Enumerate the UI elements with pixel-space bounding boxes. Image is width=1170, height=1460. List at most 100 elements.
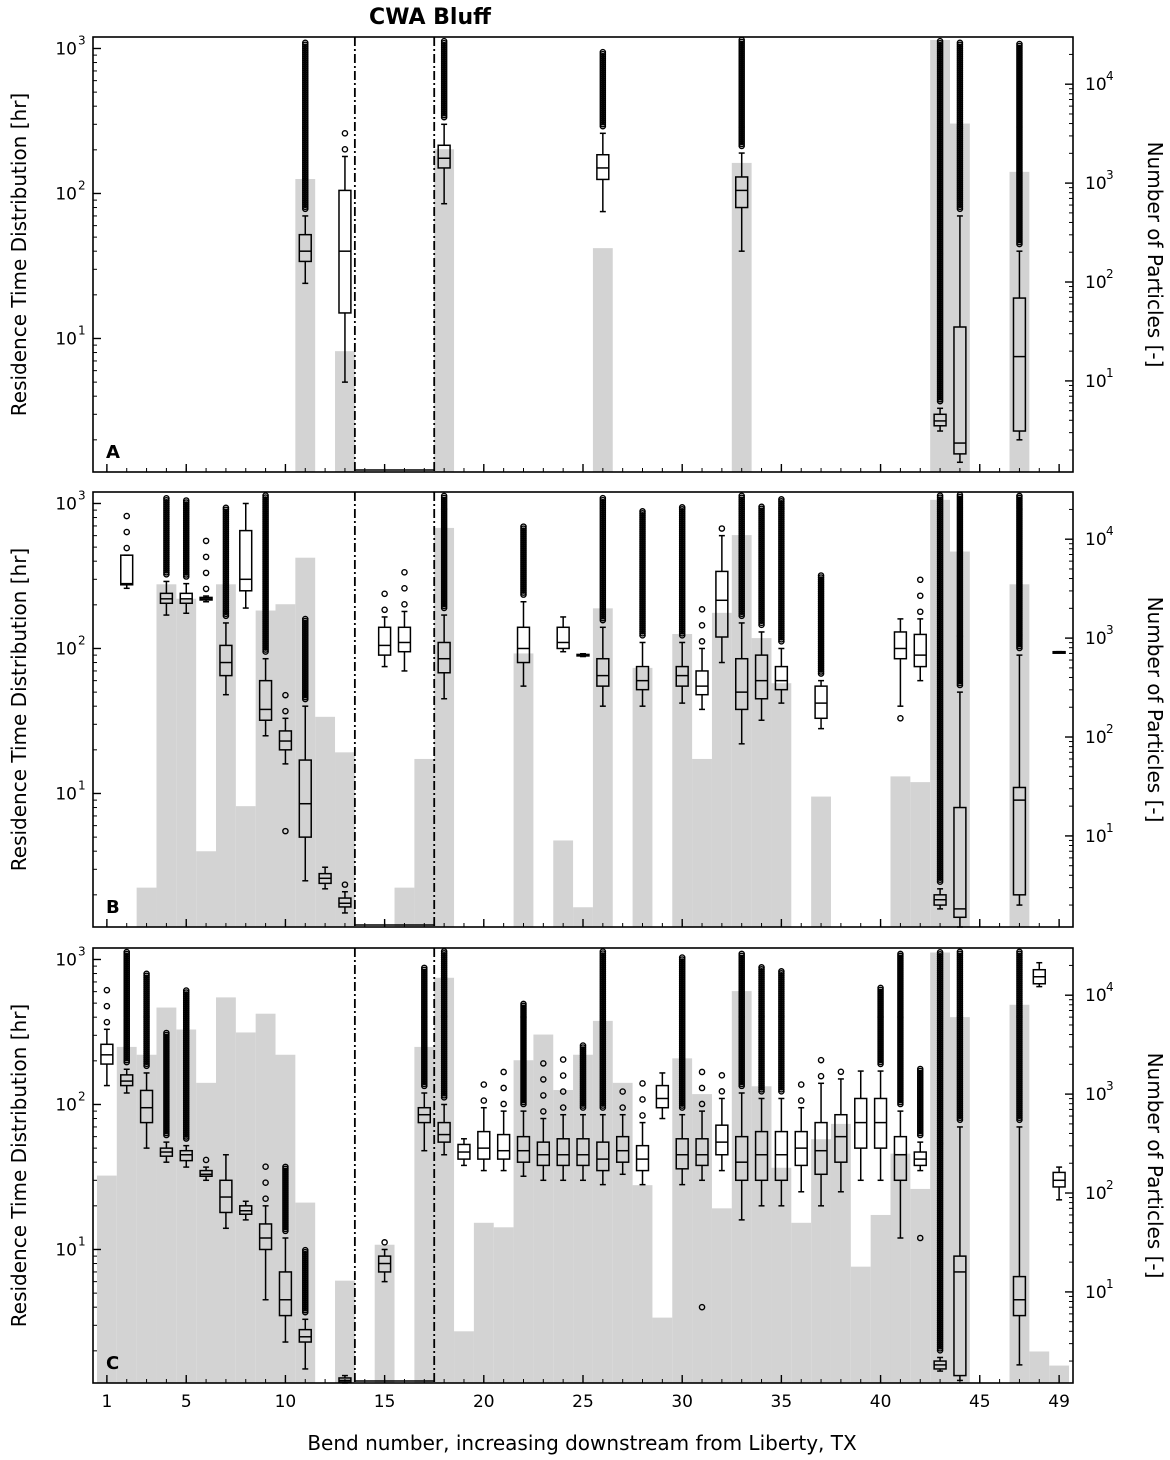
y-tick-exponent-left: 3 — [78, 33, 86, 47]
boxplot — [715, 1072, 729, 1172]
boxplot — [239, 502, 253, 609]
particle-count-bar — [751, 638, 772, 927]
iqr-box — [278, 1271, 293, 1317]
y-tick-exponent-right: 3 — [1106, 168, 1114, 182]
outlier-point — [500, 1068, 507, 1076]
outlier-point — [262, 492, 269, 499]
y-tick-exponent-right: 4 — [1106, 524, 1114, 538]
y-tick-label-right: 10 — [1085, 986, 1107, 1006]
x-tick-label: 40 — [870, 1392, 892, 1412]
boxplot — [1052, 650, 1066, 654]
iqr-box — [496, 1133, 511, 1160]
boxplot — [199, 537, 213, 603]
y-axis-label-left: Residence Time Distribution [hr] — [7, 1004, 31, 1327]
outlier-point — [639, 508, 646, 515]
iqr-box — [913, 633, 927, 668]
boxplot — [814, 572, 828, 730]
particle-count-bar — [553, 840, 574, 927]
iqr-box — [754, 654, 769, 700]
boxplot — [179, 497, 193, 614]
y-axis-label-right: Number of Particles [-] — [1143, 597, 1167, 823]
boxplot — [100, 986, 114, 1087]
outlier-point — [301, 39, 309, 47]
boxplot — [139, 970, 154, 1149]
boxplot — [298, 615, 312, 882]
y-axis-label-right: Number of Particles [-] — [1143, 1053, 1167, 1279]
boxplot — [873, 984, 888, 1182]
y-tick-exponent-right: 2 — [1106, 1178, 1114, 1192]
outlier-point — [341, 130, 349, 137]
outlier-point — [559, 1072, 567, 1079]
boxplot — [1052, 1166, 1066, 1201]
boxplot — [933, 37, 947, 432]
boxplot — [1012, 492, 1027, 906]
x-axis-label: Bend number, increasing downstream from … — [307, 1431, 857, 1455]
boxplot — [258, 492, 273, 737]
outlier-point — [1016, 492, 1023, 500]
particle-count-bar — [513, 1060, 534, 1383]
outlier-point — [956, 39, 964, 47]
y-tick-exponent-right: 4 — [1106, 69, 1114, 83]
particle-count-bar — [751, 1086, 772, 1383]
outlier-point — [698, 606, 706, 613]
iqr-box — [437, 144, 451, 169]
outlier-point — [341, 881, 349, 888]
particle-count-bar — [434, 527, 455, 927]
iqr-box — [774, 665, 789, 691]
iqr-box — [893, 631, 908, 660]
y-tick-exponent-right: 4 — [1106, 980, 1114, 994]
boxplot — [754, 503, 769, 721]
y-tick-exponent-left: 1 — [78, 778, 86, 792]
y-tick-exponent-left: 1 — [78, 323, 86, 337]
particle-count-bar — [215, 997, 236, 1383]
y-tick-label-right: 10 — [1085, 1085, 1107, 1105]
outlier-point — [381, 1239, 388, 1246]
boxplot — [278, 691, 293, 835]
boxplot — [854, 1070, 868, 1182]
boxplot — [120, 948, 134, 1094]
particle-count-bar — [592, 248, 613, 472]
particle-count-bar — [553, 1090, 574, 1383]
outlier-point — [936, 492, 944, 499]
particle-count-bar — [196, 851, 216, 927]
iqr-box — [1012, 786, 1027, 896]
outlier-point — [698, 1068, 706, 1076]
boxplot — [794, 1081, 808, 1193]
outlier-point — [698, 622, 706, 629]
boxplot — [278, 1163, 293, 1343]
outlier-point — [123, 948, 131, 956]
iqr-box — [715, 570, 729, 638]
y-tick-label-left: 10 — [55, 1240, 77, 1260]
particle-count-bar — [454, 1331, 474, 1383]
boxplot — [239, 1200, 253, 1221]
outlier-point — [817, 1072, 825, 1080]
particle-count-bar — [255, 610, 276, 927]
particle-count-bar — [910, 1188, 931, 1383]
outlier-point — [401, 585, 408, 592]
iqr-box — [596, 657, 610, 687]
outlier-point — [916, 592, 924, 600]
outlier-point — [341, 146, 349, 153]
y-tick-exponent-left: 2 — [78, 633, 86, 647]
particle-count-bar — [890, 776, 911, 927]
particle-count-bar — [592, 1020, 613, 1383]
particle-count-bar — [1049, 1365, 1070, 1383]
outlier-point — [163, 494, 170, 502]
outlier-point — [778, 496, 785, 503]
y-tick-label-left: 10 — [55, 1095, 77, 1115]
y-tick-exponent-left: 2 — [78, 178, 86, 192]
particle-count-bar — [235, 1032, 256, 1383]
particle-count-bar — [711, 1208, 732, 1383]
y-tick-exponent-left: 2 — [78, 1089, 86, 1103]
outlier-point — [698, 638, 706, 645]
x-tick-label: 30 — [671, 1392, 693, 1412]
iqr-box — [298, 1328, 312, 1343]
boxplot — [298, 1246, 312, 1370]
outlier-point — [897, 714, 904, 722]
x-tick-label: 15 — [374, 1392, 396, 1412]
outlier-point — [282, 827, 289, 835]
y-tick-label-right: 10 — [1085, 372, 1107, 392]
y-tick-label-right: 10 — [1085, 629, 1107, 649]
y-axis-label-right: Number of Particles [-] — [1143, 142, 1167, 368]
outlier-point — [440, 37, 448, 45]
